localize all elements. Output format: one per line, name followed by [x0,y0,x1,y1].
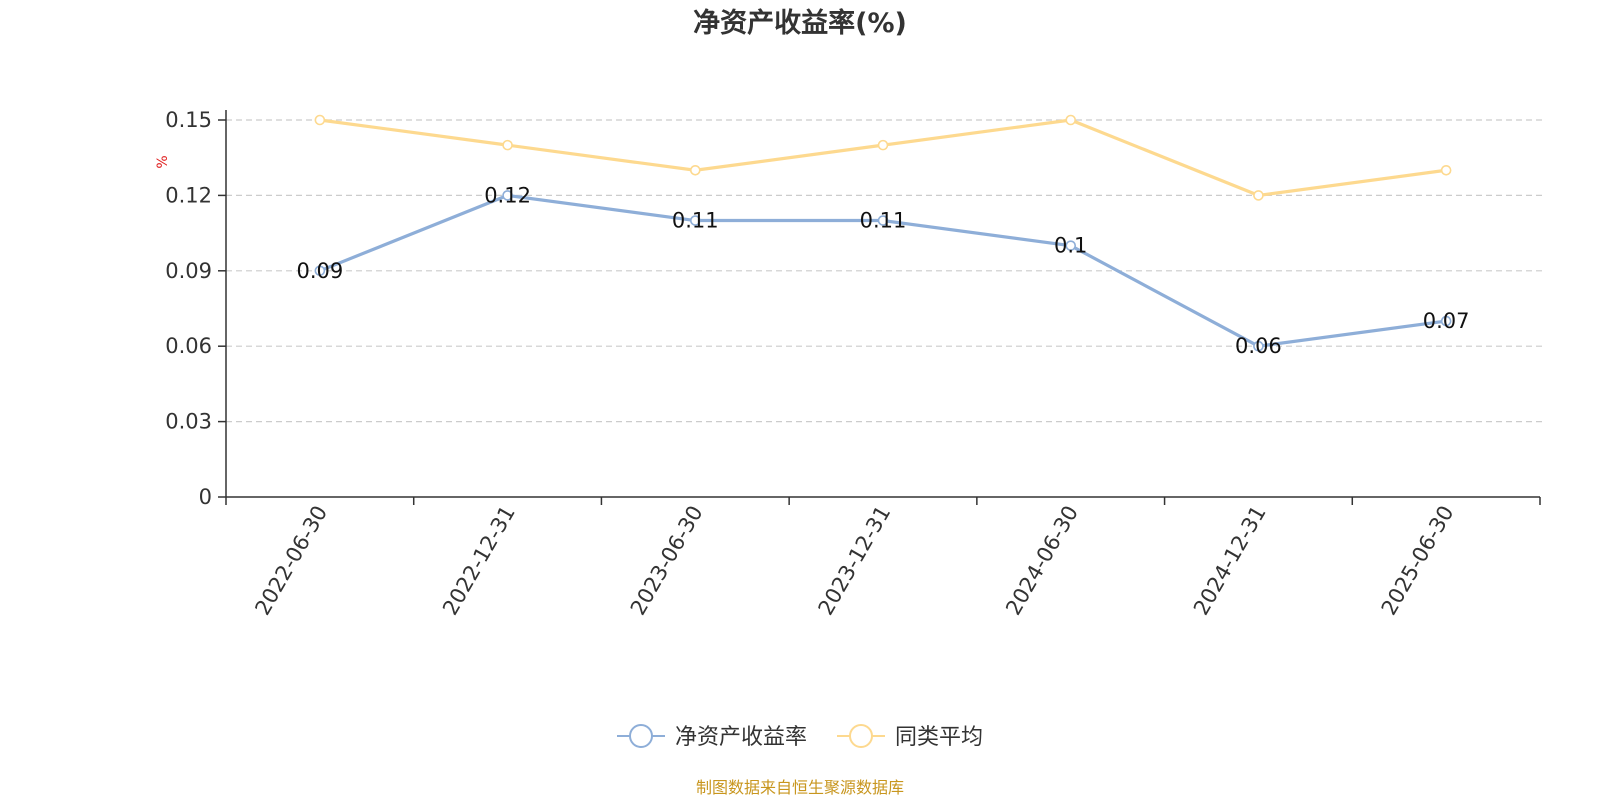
y-axis-unit: % [155,155,171,168]
series-point[interactable] [1253,340,1264,352]
series-point[interactable] [877,215,889,226]
source-note: 制图数据来自恒生聚源数据库 [696,778,904,797]
x-tick-label: 2024-06-30 [1001,502,1083,620]
grid-lines [226,119,1542,423]
series-point[interactable] [689,164,701,176]
data-label: 0.12 [484,183,531,207]
data-label: 0.09 [296,259,343,283]
x-tick-label: 2022-12-31 [438,502,520,620]
data-label: 0.11 [672,209,719,233]
legend-item[interactable]: 净资产收益率 [617,724,807,750]
series-point[interactable] [689,215,701,226]
legend[interactable]: 净资产收益率 同类平均 [617,724,983,750]
legend-label: 同类平均 [895,725,983,750]
chart-title: 净资产收益率(%) [693,7,907,39]
series-point[interactable] [1065,114,1077,126]
series-point[interactable] [1065,240,1077,251]
y-tick-label: 0.12 [165,183,212,207]
y-tick-label: 0.06 [165,334,212,358]
legend-label: 净资产收益率 [675,725,807,750]
data-label: 0.06 [1235,334,1282,358]
data-label: 0.1 [1054,234,1087,258]
x-tick-label: 2025-06-30 [1377,502,1459,620]
series-point[interactable] [877,139,889,151]
series-layer [314,114,1452,352]
data-label: 0.11 [860,209,907,233]
y-tick-label: 0.09 [165,259,212,283]
series-point[interactable] [314,114,326,126]
x-tick-label: 2024-12-31 [1189,502,1271,620]
data-label: 0.07 [1423,309,1470,333]
y-tick-label: 0.03 [165,410,212,434]
y-tick-label: 0 [199,485,212,509]
series-point[interactable] [1253,190,1264,201]
legend-circle-icon [629,724,653,748]
x-tick-label: 2023-06-30 [626,502,708,620]
x-tick-label: 2022-06-30 [250,502,332,620]
series-point[interactable] [1440,164,1452,176]
legend-circle-icon [849,724,873,748]
data-labels: 0.09 0.12 0.11 0.11 0.1 0.06 0.07 [296,183,1469,358]
series-point[interactable] [502,139,513,151]
y-tick-label: 0.15 [165,108,212,132]
series-point[interactable] [1440,315,1452,327]
series-point[interactable] [314,265,326,277]
series-point[interactable] [502,190,513,201]
x-tick-label: 2023-12-31 [814,502,896,620]
legend-item[interactable]: 同类平均 [837,724,983,750]
